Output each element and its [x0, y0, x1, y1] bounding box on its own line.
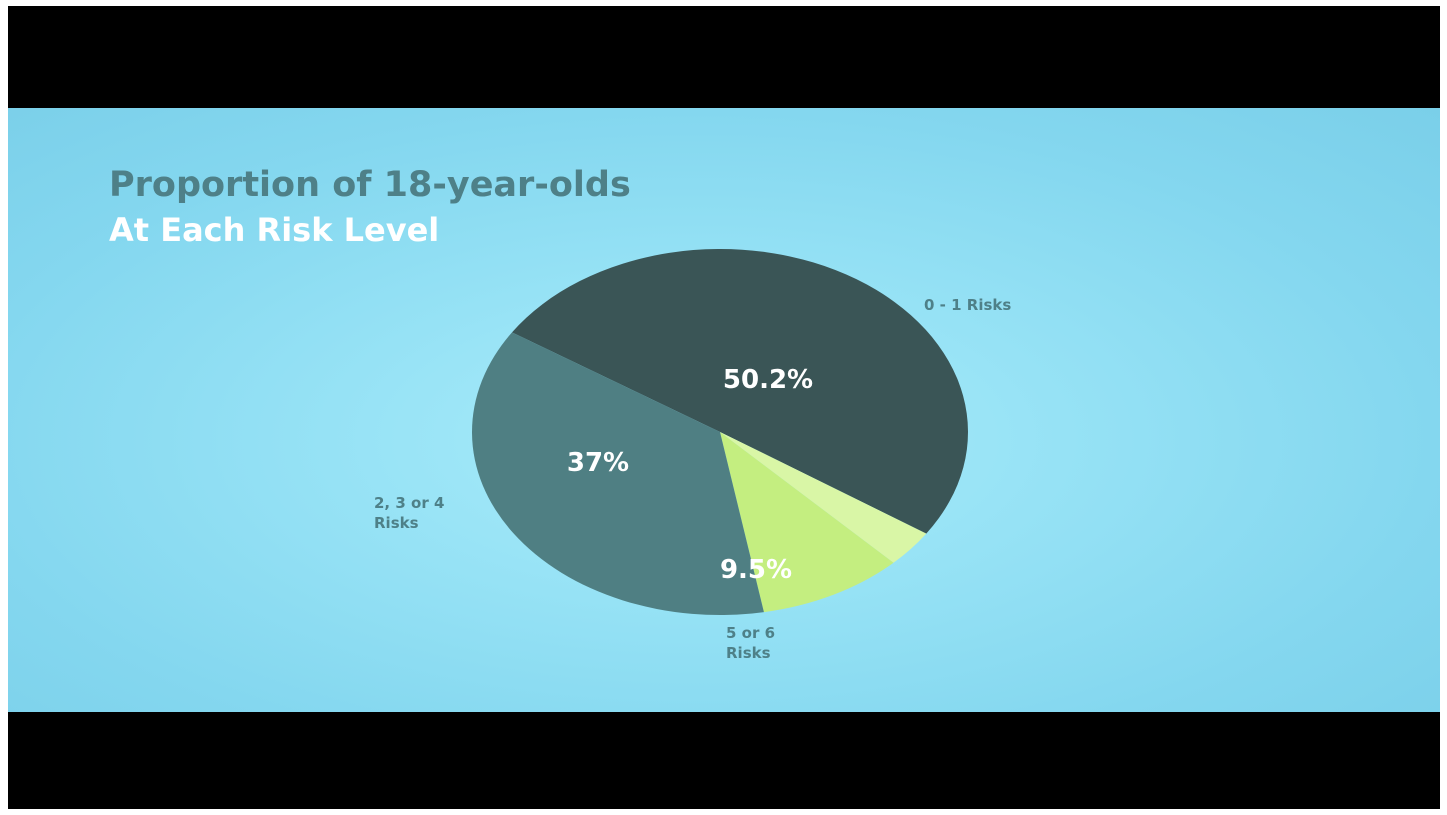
- pie-slice: [720, 432, 927, 563]
- chart-subtitle: At Each Risk Level: [109, 211, 440, 249]
- slice-category-label: 0 - 1 Risks: [924, 296, 1011, 314]
- slice-value-label: 37%: [567, 448, 629, 478]
- chart-title: Proportion of 18-year-olds: [109, 165, 631, 205]
- pie-slice: [512, 249, 968, 534]
- slice-category-label: 2, 3 or 4 Risks: [374, 494, 444, 532]
- slice-category-label: 5 or 6 Risks: [726, 624, 775, 662]
- chart-panel: Proportion of 18-year-olds At Each Risk …: [8, 108, 1440, 712]
- pie-chart: 50.2% 0 - 1 Risks 9.5% 5 or 6 Risks 37% 2, 3 o…: [374, 249, 1011, 662]
- slice-value-label: 50.2%: [723, 365, 813, 395]
- pie-slice: [720, 432, 894, 613]
- slice-value-label: 9.5%: [720, 555, 792, 585]
- pie-slice: [472, 332, 764, 615]
